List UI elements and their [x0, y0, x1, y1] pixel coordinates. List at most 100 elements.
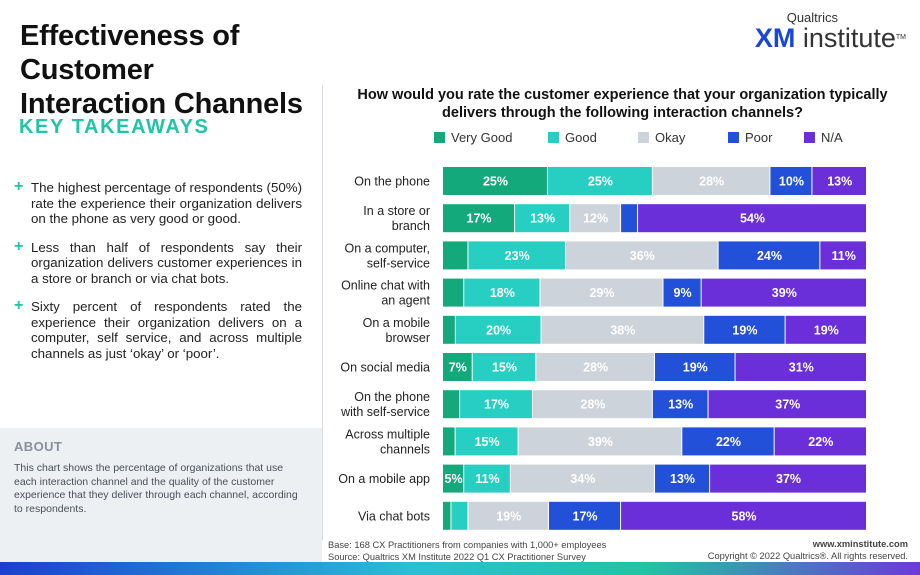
bar-segment — [464, 464, 510, 493]
data-label: 31% — [789, 361, 814, 375]
takeaway-text: The highest percentage of respondents (5… — [31, 180, 302, 226]
data-label: 25% — [483, 175, 508, 189]
data-label: 37% — [775, 398, 800, 412]
data-label: 39% — [772, 286, 797, 300]
bar-segment — [451, 501, 468, 530]
bar-segment — [541, 315, 704, 344]
bar-segment — [812, 167, 866, 195]
data-label: 15% — [492, 361, 517, 375]
legend-label: Poor — [745, 130, 773, 145]
data-label: 19% — [496, 509, 521, 523]
bar-segment — [532, 390, 652, 419]
bar-segment — [443, 278, 464, 307]
bar-segment — [460, 390, 532, 419]
bar-segment — [708, 390, 866, 419]
bar-segment — [718, 241, 820, 270]
bar-segment — [468, 241, 565, 270]
footer-copyright: www.xminstitute.com Copyright © 2022 Qua… — [708, 538, 908, 562]
logo-xm-institute-text: XM instituteTM — [755, 25, 906, 52]
legend-swatch — [728, 132, 739, 143]
bar-segment — [443, 427, 455, 456]
takeaway-item: + Less than half of respondents say their… — [14, 238, 302, 287]
data-label: 38% — [610, 323, 635, 337]
data-label: 22% — [808, 435, 833, 449]
bar-segment — [443, 353, 472, 381]
data-label: 17% — [467, 212, 492, 226]
bar-segment — [443, 501, 451, 530]
data-label: 36% — [630, 249, 655, 263]
legend-swatch — [434, 132, 445, 143]
data-label: 15% — [475, 435, 500, 449]
page-title-line-1: Effectiveness of Customer — [20, 20, 240, 86]
bar-segment — [638, 204, 866, 233]
website-link[interactable]: www.xminstitute.com — [812, 539, 908, 549]
footer-base-text: Base: 168 CX Practitioners from companie… — [328, 540, 607, 550]
bar-segment — [710, 464, 866, 493]
bar-segment — [565, 241, 718, 270]
category-label: On a mobile browser — [363, 316, 430, 345]
data-label: 19% — [732, 323, 757, 337]
bar-segment — [682, 427, 774, 456]
data-label: 5% — [445, 472, 463, 486]
chart-title: How would you rate the customer experien… — [357, 87, 888, 121]
data-label: 54% — [740, 212, 765, 226]
about-heading: ABOUT — [14, 439, 63, 454]
category-label: In a store or branch — [363, 204, 430, 233]
about-text: This chart shows the percentage of organ… — [14, 462, 298, 515]
data-label: 13% — [670, 472, 695, 486]
bar-segment — [443, 390, 460, 419]
data-label: 11% — [475, 472, 499, 486]
data-label: 19% — [814, 323, 839, 337]
data-label: 25% — [588, 175, 613, 189]
bar-segment — [663, 278, 701, 307]
takeaway-item: + The highest percentage of respondents (… — [14, 178, 302, 227]
data-label: 13% — [668, 398, 693, 412]
bar-segment — [570, 204, 621, 233]
data-label: 24% — [757, 249, 782, 263]
legend-item-poor: Poor — [728, 130, 772, 145]
bar-segment — [443, 241, 468, 270]
data-label: 9% — [674, 286, 692, 300]
legend-swatch — [548, 132, 559, 143]
bar-segment — [549, 501, 621, 530]
bar-segment — [774, 427, 866, 456]
data-label: 22% — [716, 435, 741, 449]
data-label: 39% — [588, 435, 613, 449]
bar-segment — [770, 167, 812, 195]
logo-trademark: TM — [895, 34, 906, 41]
stacked-bar-chart: On the phone 25% 25% 28% 10% 13% In a store or… — [338, 167, 866, 530]
takeaway-text: Sixty percent of respondents rated the e… — [31, 299, 302, 361]
plus-icon: + — [14, 178, 24, 195]
bar-segment — [510, 464, 654, 493]
bar-segment — [468, 501, 548, 530]
data-label: 13% — [827, 175, 852, 189]
bar-segment — [464, 278, 540, 307]
about-box: ABOUT This chart shows the percentage of… — [0, 428, 322, 575]
data-label: 17% — [484, 398, 509, 412]
plus-icon: + — [14, 297, 24, 314]
takeaways-list: + The highest percentage of respondents (… — [14, 178, 302, 374]
category-label: On the phone — [354, 175, 430, 189]
data-label: 29% — [589, 286, 614, 300]
data-label: 37% — [776, 472, 801, 486]
legend-swatch — [638, 132, 649, 143]
footer-source: Base: 168 CX Practitioners from companie… — [328, 540, 606, 563]
legend-label: N/A — [821, 130, 843, 145]
bar-segment — [652, 167, 770, 195]
legend-item-very-good: Very Good — [434, 130, 512, 145]
category-label: On social media — [340, 361, 430, 375]
takeaway-text: Less than half of respondents say their … — [31, 239, 302, 286]
bar-segment — [518, 427, 682, 456]
page-title-line-2: Interaction Channels — [20, 87, 303, 120]
bar-segment — [704, 315, 785, 344]
category-label: On a computer, self-service — [345, 241, 431, 270]
logo-qualtrics-text: Qualtrics — [786, 10, 838, 25]
data-label: 23% — [505, 249, 530, 263]
data-label: 28% — [583, 361, 608, 375]
bar-segment — [621, 204, 638, 233]
legend-item-na: N/A — [804, 130, 843, 145]
legend-label: Very Good — [451, 130, 513, 145]
bar-segment — [536, 353, 654, 381]
key-takeaways-heading: KEY TAKEAWAYS — [19, 116, 210, 138]
category-label: On the phone with self-service — [340, 390, 430, 419]
